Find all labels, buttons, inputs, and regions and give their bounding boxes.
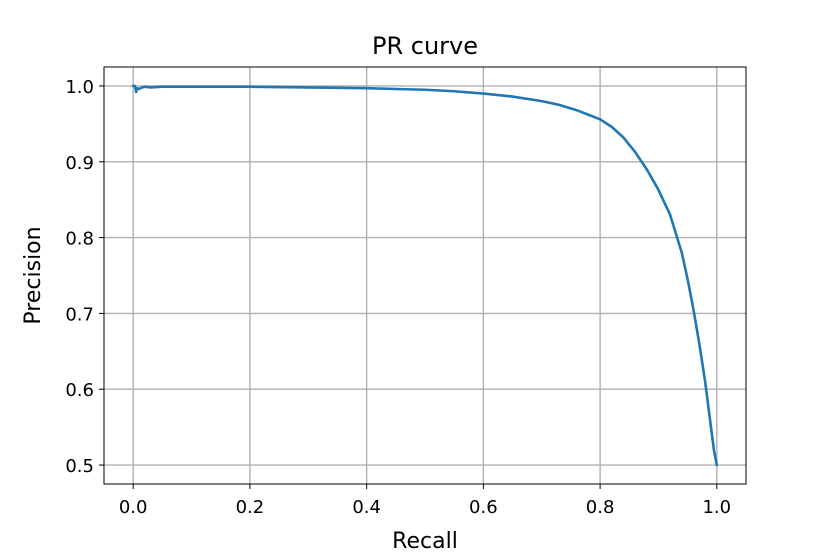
x-tick-label: 1.0	[702, 497, 731, 518]
y-tick-label: 0.6	[65, 380, 94, 401]
x-tick-label: 0.0	[119, 497, 148, 518]
x-tick-label: 0.8	[586, 497, 615, 518]
y-tick-label: 0.8	[65, 229, 94, 250]
y-tick-label: 0.7	[65, 304, 94, 325]
y-tick-label: 0.9	[65, 153, 94, 174]
x-ticks: 0.0 0.2 0.4 0.6 0.8 1.0	[119, 484, 731, 518]
x-tick-label: 0.2	[236, 497, 265, 518]
pr-curve-line	[131, 84, 719, 467]
chart-title: PR curve	[372, 32, 478, 60]
x-tick-label: 0.6	[469, 497, 498, 518]
plot-frame	[103, 66, 747, 485]
y-tick-label: 0.5	[65, 456, 94, 477]
y-tick-label: 1.0	[65, 77, 94, 98]
y-ticks: 0.5 0.6 0.7 0.8 0.9 1.0	[65, 77, 104, 477]
series-line-group	[131, 84, 719, 467]
x-tick-label: 0.4	[352, 497, 381, 518]
y-axis-label: Precision	[21, 226, 46, 324]
x-axis-label: Recall	[392, 529, 458, 554]
